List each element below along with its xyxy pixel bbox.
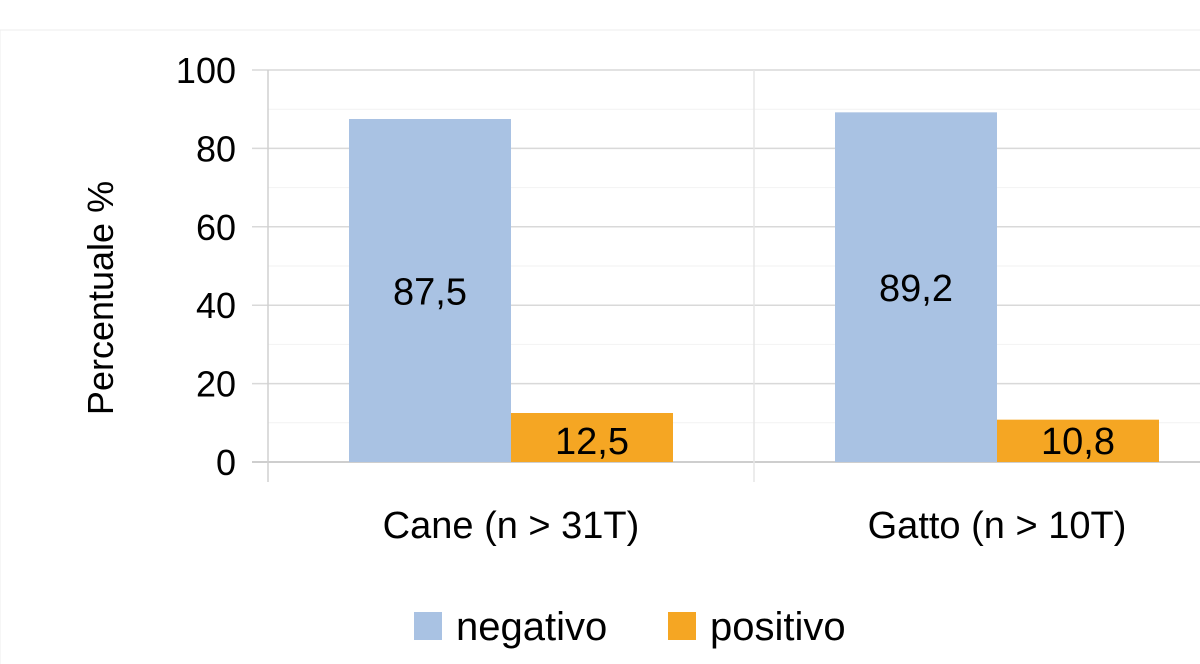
legend-label: positivo — [710, 605, 846, 649]
data-label-negativo: 89,2 — [879, 268, 953, 310]
bar-negativo — [349, 119, 511, 462]
bar-positivo — [997, 419, 1159, 462]
y-tick-label: 80 — [196, 128, 236, 169]
legend-label: negativo — [456, 605, 607, 649]
data-label-positivo: 12,5 — [555, 421, 629, 463]
bar-positivo — [511, 413, 673, 462]
legend-swatch — [414, 612, 442, 640]
x-category-label: Gatto (n > 10T) — [868, 505, 1127, 547]
y-tick-label: 60 — [196, 207, 236, 248]
data-label-negativo: 87,5 — [393, 272, 467, 314]
x-category-label: Cane (n > 31T) — [383, 505, 640, 547]
bar-negativo — [835, 112, 997, 462]
gridlines — [0, 29, 1200, 664]
y-tick-label: 100 — [176, 50, 236, 91]
y-tick-label: 0 — [216, 442, 236, 483]
x-axis-categories: Cane (n > 31T) Gatto (n > 10T) — [383, 505, 1127, 547]
data-label-positivo: 10,8 — [1041, 421, 1115, 463]
y-tick-label: 20 — [196, 364, 236, 405]
y-axis-ticks: 0 20 40 60 80 100 — [176, 50, 236, 483]
legend-swatch — [668, 612, 696, 640]
legend: negativo positivo — [414, 605, 846, 649]
legend-item-positivo: positivo — [668, 605, 846, 649]
bars: 87,5 12,5 89,2 10,8 — [349, 112, 1159, 463]
y-axis-title: Percentuale % — [80, 181, 121, 415]
legend-item-negativo: negativo — [414, 605, 607, 649]
y-tick-label: 40 — [196, 285, 236, 326]
